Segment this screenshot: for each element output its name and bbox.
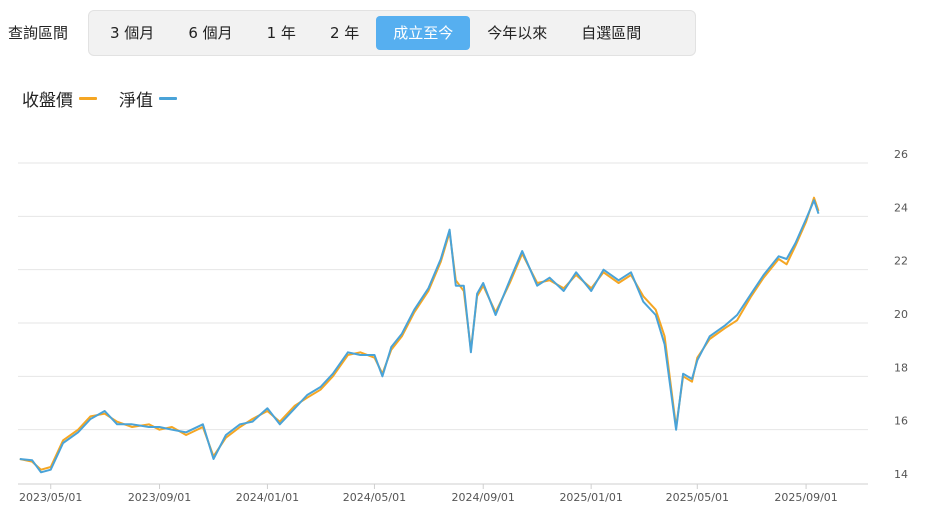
legend-label: 收盤價 (22, 91, 73, 111)
y-tick-label: 16 (894, 415, 908, 428)
range-option-2[interactable]: 1 年 (266, 24, 296, 42)
y-tick-label: 24 (894, 201, 908, 214)
chart-legend: 收盤價 淨值 (22, 86, 199, 111)
range-option-6[interactable]: 自選區間 (581, 24, 642, 42)
legend-swatch (79, 97, 97, 100)
range-option-1[interactable]: 6 個月 (188, 24, 233, 42)
x-tick-label: 2023/09/01 (128, 491, 191, 504)
y-tick-label: 20 (894, 308, 908, 321)
x-tick-label: 2024/01/01 (236, 491, 299, 504)
y-tick-label: 14 (894, 468, 908, 481)
range-selector: 3 個月 6 個月 1 年 2 年成立至今 今年以來 自選區間 (88, 10, 696, 56)
y-tick-label: 22 (894, 255, 908, 268)
series-line-0 (19, 196, 820, 471)
y-tick-label: 26 (894, 148, 908, 161)
series-line-1 (19, 199, 820, 474)
legend-label: 淨值 (119, 91, 153, 111)
range-option-0[interactable]: 3 個月 (110, 24, 155, 42)
x-tick-label: 2024/05/01 (343, 491, 406, 504)
x-tick-label: 2024/09/01 (452, 491, 515, 504)
x-tick-label: 2023/05/01 (19, 491, 82, 504)
x-tick-label: 2025/09/01 (774, 491, 837, 504)
range-selector-label: 查詢區間 (8, 24, 69, 42)
range-option-5[interactable]: 今年以來 (487, 24, 548, 42)
x-tick-label: 2025/05/01 (666, 491, 729, 504)
x-tick-label: 2025/01/01 (559, 491, 622, 504)
y-tick-label: 18 (894, 361, 908, 374)
legend-swatch (159, 97, 177, 100)
legend-item-1[interactable]: 淨值 (119, 86, 177, 111)
range-option-4[interactable]: 成立至今 (376, 16, 471, 50)
range-option-3[interactable]: 2 年 (329, 24, 360, 42)
legend-item-0[interactable]: 收盤價 (22, 86, 97, 111)
